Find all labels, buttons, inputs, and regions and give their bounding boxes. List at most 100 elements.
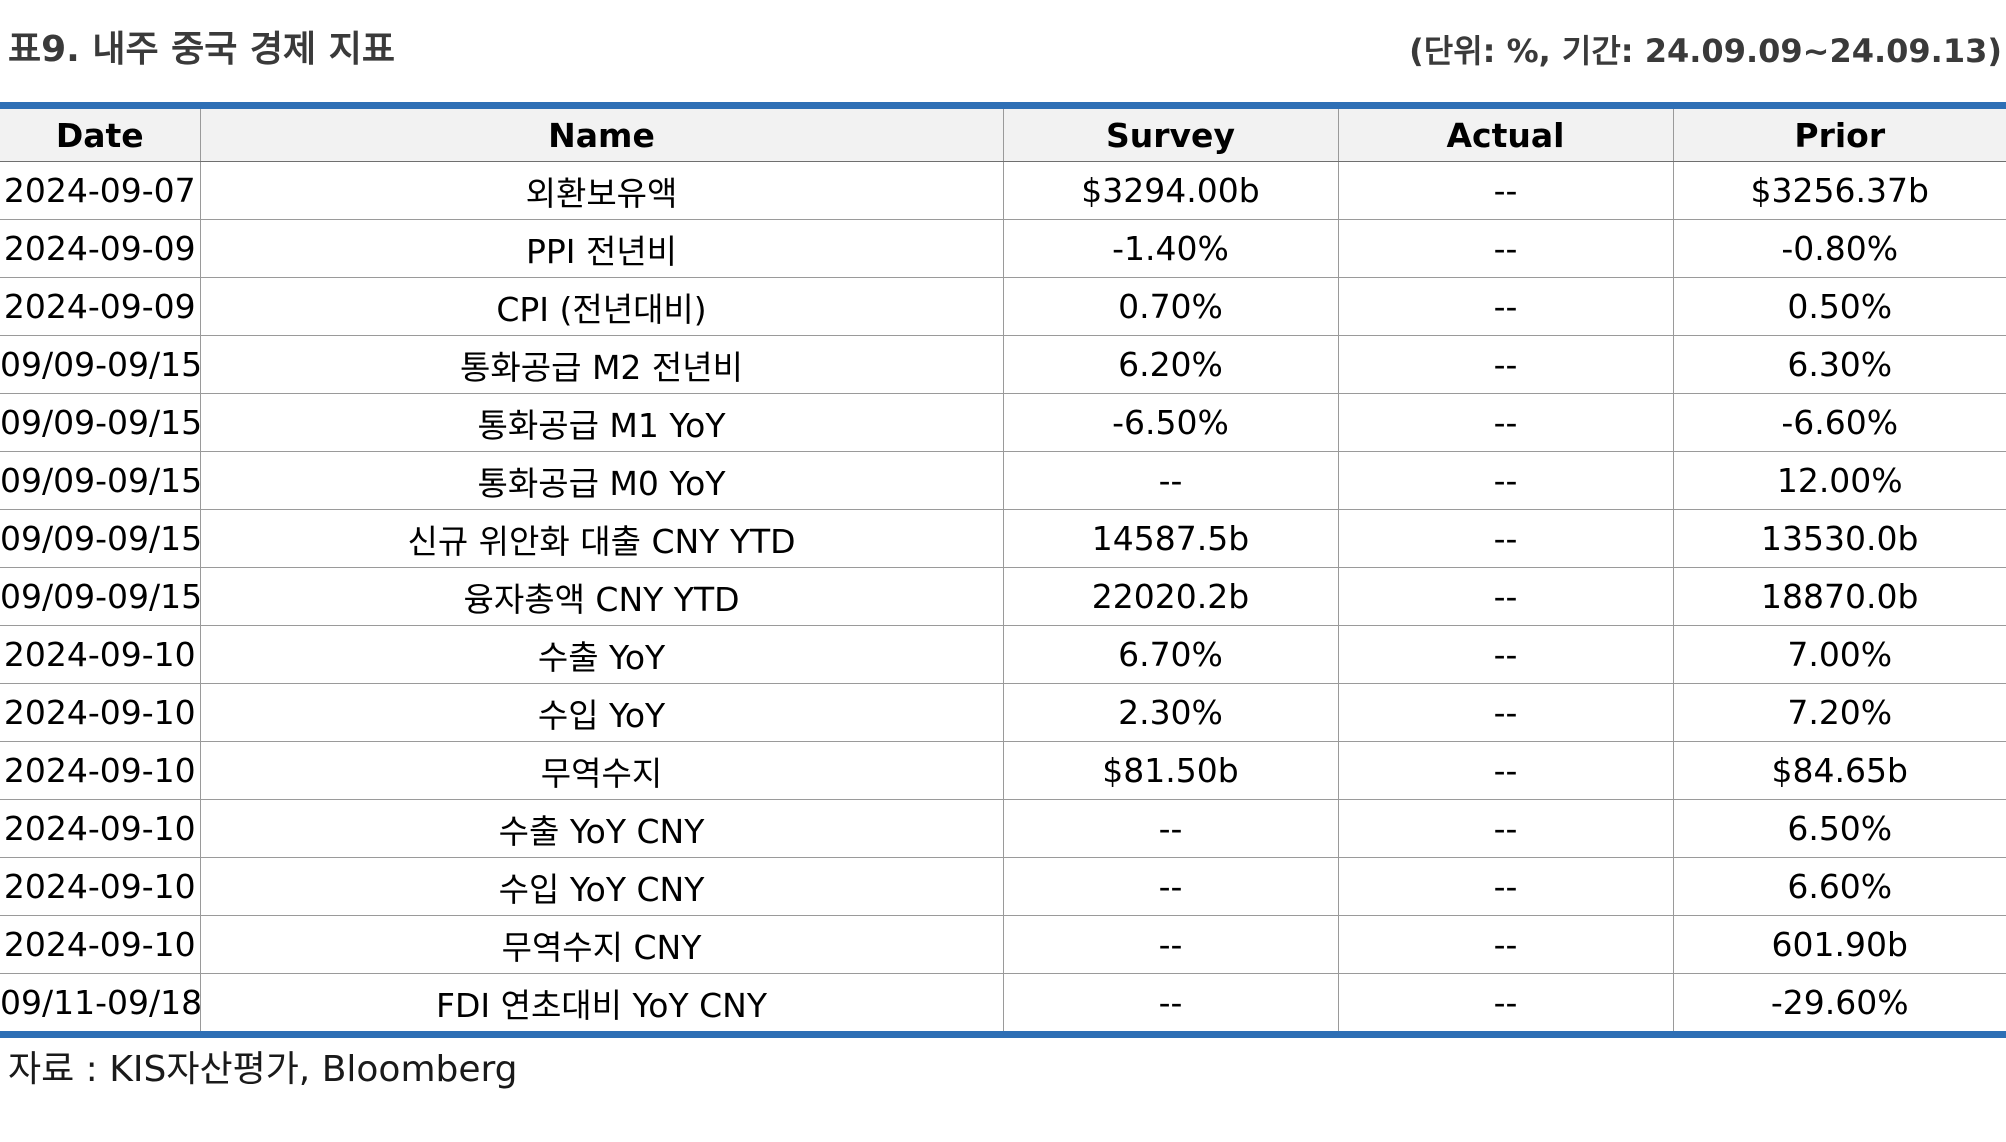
unit-period-note: (단위: %, 기간: 24.09.09~24.09.13) bbox=[1409, 32, 2002, 70]
cell-name: PPI 전년비 bbox=[199, 219, 1004, 278]
cell-survey: -- bbox=[1002, 857, 1339, 916]
cell-date: 2024-09-10 bbox=[0, 915, 201, 974]
cell-name: FDI 연초대비 YoY CNY bbox=[199, 973, 1004, 1035]
cell-actual: -- bbox=[1337, 857, 1674, 916]
table-row: 2024-09-09 PPI 전년비 -1.40% -- -0.80% bbox=[0, 219, 2006, 278]
cell-date: 09/09-09/15 bbox=[0, 451, 201, 510]
cell-actual: -- bbox=[1337, 741, 1674, 800]
cell-date: 2024-09-10 bbox=[0, 799, 201, 858]
cell-prior: 7.00% bbox=[1672, 625, 2006, 684]
cell-survey: $3294.00b bbox=[1002, 161, 1339, 220]
table-row: 2024-09-10 무역수지 $81.50b -- $84.65b bbox=[0, 741, 2006, 800]
cell-prior: 6.30% bbox=[1672, 335, 2006, 394]
cell-prior: $84.65b bbox=[1672, 741, 2006, 800]
cell-name: 무역수지 CNY bbox=[199, 915, 1004, 974]
table-row: 09/09-09/15 융자총액 CNY YTD 22020.2b -- 18870.0… bbox=[0, 567, 2006, 626]
cell-name: 융자총액 CNY YTD bbox=[199, 567, 1004, 626]
cell-prior: 12.00% bbox=[1672, 451, 2006, 510]
cell-prior: -6.60% bbox=[1672, 393, 2006, 452]
cell-prior: 6.60% bbox=[1672, 857, 2006, 916]
cell-prior: -29.60% bbox=[1672, 973, 2006, 1035]
table-row: 2024-09-10 무역수지 CNY -- -- 601.90b bbox=[0, 915, 2006, 974]
cell-name: 신규 위안화 대출 CNY YTD bbox=[199, 509, 1004, 568]
cell-survey: 0.70% bbox=[1002, 277, 1339, 336]
cell-date: 2024-09-10 bbox=[0, 625, 201, 684]
cell-actual: -- bbox=[1337, 451, 1674, 510]
table-row: 2024-09-10 수입 YoY 2.30% -- 7.20% bbox=[0, 683, 2006, 742]
cell-actual: -- bbox=[1337, 161, 1674, 220]
cell-prior: 7.20% bbox=[1672, 683, 2006, 742]
column-header-name: Name bbox=[199, 105, 1004, 162]
cell-name: 수출 YoY CNY bbox=[199, 799, 1004, 858]
cell-date: 2024-09-10 bbox=[0, 741, 201, 800]
cell-name: 통화공급 M0 YoY bbox=[199, 451, 1004, 510]
cell-prior: 13530.0b bbox=[1672, 509, 2006, 568]
cell-actual: -- bbox=[1337, 625, 1674, 684]
cell-date: 2024-09-09 bbox=[0, 219, 201, 278]
cell-date: 2024-09-10 bbox=[0, 683, 201, 742]
cell-name: 수출 YoY bbox=[199, 625, 1004, 684]
cell-prior: 601.90b bbox=[1672, 915, 2006, 974]
cell-prior: 0.50% bbox=[1672, 277, 2006, 336]
cell-survey: -- bbox=[1002, 799, 1339, 858]
cell-date: 09/09-09/15 bbox=[0, 567, 201, 626]
cell-actual: -- bbox=[1337, 973, 1674, 1035]
cell-survey: 6.20% bbox=[1002, 335, 1339, 394]
cell-name: 통화공급 M2 전년비 bbox=[199, 335, 1004, 394]
table-row: 2024-09-07 외환보유액 $3294.00b -- $3256.37b bbox=[0, 161, 2006, 220]
cell-survey: -1.40% bbox=[1002, 219, 1339, 278]
table-row: 09/09-09/15 통화공급 M1 YoY -6.50% -- -6.60% bbox=[0, 393, 2006, 452]
cell-actual: -- bbox=[1337, 799, 1674, 858]
table-header-row: Date Name Survey Actual Prior bbox=[0, 105, 2006, 162]
table-row: 2024-09-10 수입 YoY CNY -- -- 6.60% bbox=[0, 857, 2006, 916]
cell-date: 09/09-09/15 bbox=[0, 509, 201, 568]
indicator-table-wrapper: Date Name Survey Actual Prior 2024-09-07… bbox=[0, 102, 2006, 1038]
column-header-prior: Prior bbox=[1672, 105, 2006, 162]
cell-prior: $3256.37b bbox=[1672, 161, 2006, 220]
cell-survey: 22020.2b bbox=[1002, 567, 1339, 626]
cell-actual: -- bbox=[1337, 567, 1674, 626]
cell-survey: $81.50b bbox=[1002, 741, 1339, 800]
cell-actual: -- bbox=[1337, 335, 1674, 394]
cell-name: 통화공급 M1 YoY bbox=[199, 393, 1004, 452]
cell-survey: 14587.5b bbox=[1002, 509, 1339, 568]
table-body: 2024-09-07 외환보유액 $3294.00b -- $3256.37b 2024-… bbox=[0, 161, 2006, 1035]
cell-actual: -- bbox=[1337, 219, 1674, 278]
source-note: 자료 : KIS자산평가, Bloomberg bbox=[8, 1049, 518, 1090]
cell-survey: -- bbox=[1002, 915, 1339, 974]
cell-date: 2024-09-07 bbox=[0, 161, 201, 220]
table-row: 2024-09-10 수출 YoY 6.70% -- 7.00% bbox=[0, 625, 2006, 684]
cell-name: CPI (전년대비) bbox=[199, 277, 1004, 336]
cell-survey: 6.70% bbox=[1002, 625, 1339, 684]
cell-name: 수입 YoY CNY bbox=[199, 857, 1004, 916]
table-row: 09/09-09/15 통화공급 M2 전년비 6.20% -- 6.30% bbox=[0, 335, 2006, 394]
cell-actual: -- bbox=[1337, 915, 1674, 974]
table-title: 표9. 내주 중국 경제 지표 bbox=[8, 29, 395, 70]
cell-survey: -- bbox=[1002, 451, 1339, 510]
cell-date: 09/09-09/15 bbox=[0, 335, 201, 394]
cell-survey: -- bbox=[1002, 973, 1339, 1035]
cell-name: 무역수지 bbox=[199, 741, 1004, 800]
cell-prior: 6.50% bbox=[1672, 799, 2006, 858]
cell-date: 2024-09-10 bbox=[0, 857, 201, 916]
cell-name: 외환보유액 bbox=[199, 161, 1004, 220]
table-header-area: 표9. 내주 중국 경제 지표 (단위: %, 기간: 24.09.09~24.… bbox=[0, 0, 2006, 100]
cell-actual: -- bbox=[1337, 277, 1674, 336]
cell-name: 수입 YoY bbox=[199, 683, 1004, 742]
table-row: 09/11-09/18 FDI 연초대비 YoY CNY -- -- -29.60% bbox=[0, 973, 2006, 1035]
table-row: 2024-09-09 CPI (전년대비) 0.70% -- 0.50% bbox=[0, 277, 2006, 336]
table-row: 2024-09-10 수출 YoY CNY -- -- 6.50% bbox=[0, 799, 2006, 858]
column-header-survey: Survey bbox=[1002, 105, 1339, 162]
column-header-actual: Actual bbox=[1337, 105, 1674, 162]
cell-actual: -- bbox=[1337, 509, 1674, 568]
cell-date: 09/09-09/15 bbox=[0, 393, 201, 452]
cell-prior: -0.80% bbox=[1672, 219, 2006, 278]
cell-date: 09/11-09/18 bbox=[0, 973, 201, 1035]
table-row: 09/09-09/15 통화공급 M0 YoY -- -- 12.00% bbox=[0, 451, 2006, 510]
column-header-date: Date bbox=[0, 105, 201, 162]
table-row: 09/09-09/15 신규 위안화 대출 CNY YTD 14587.5b -- 13… bbox=[0, 509, 2006, 568]
cell-prior: 18870.0b bbox=[1672, 567, 2006, 626]
cell-actual: -- bbox=[1337, 683, 1674, 742]
cell-survey: -6.50% bbox=[1002, 393, 1339, 452]
indicator-table: Date Name Survey Actual Prior 2024-09-07… bbox=[0, 102, 2006, 1038]
